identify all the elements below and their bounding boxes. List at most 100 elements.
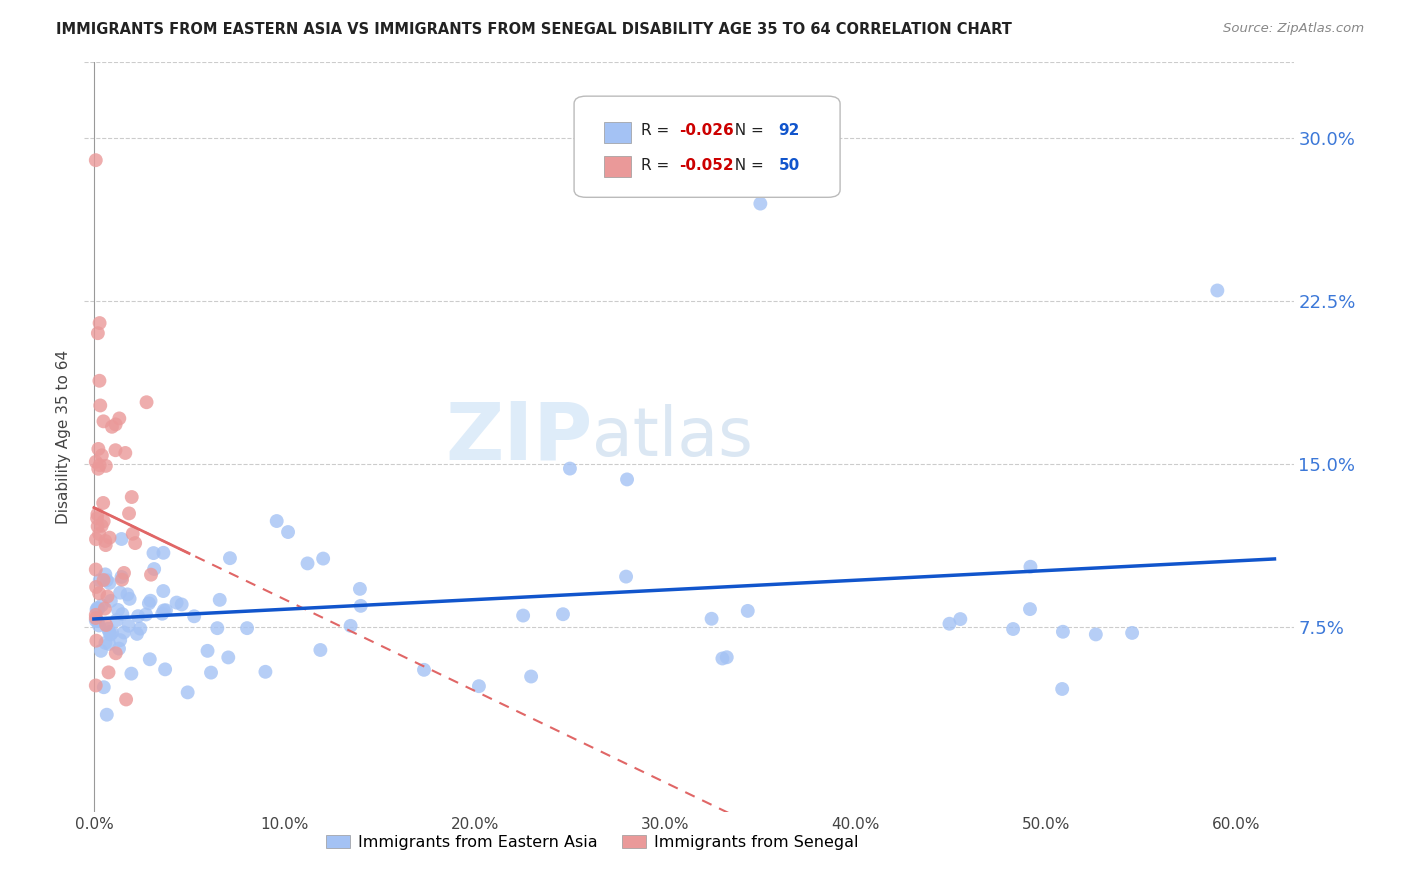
- Point: [84, 611, 107, 625]
- Point: [297, 557, 319, 571]
- Point: [124, 536, 146, 550]
- Text: N =: N =: [725, 123, 769, 138]
- Point: [87, 326, 110, 341]
- Point: [152, 584, 174, 599]
- Point: [700, 612, 723, 626]
- Point: [117, 587, 139, 601]
- Point: [349, 582, 371, 596]
- Point: [90, 644, 112, 658]
- Point: [97, 622, 120, 636]
- Text: IMMIGRANTS FROM EASTERN ASIA VS IMMIGRANTS FROM SENEGAL DISABILITY AGE 35 TO 64 : IMMIGRANTS FROM EASTERN ASIA VS IMMIGRAN…: [56, 22, 1012, 37]
- Point: [155, 603, 177, 617]
- Point: [219, 551, 242, 566]
- Point: [86, 519, 108, 533]
- Point: [108, 585, 131, 599]
- Point: [101, 419, 124, 434]
- FancyBboxPatch shape: [574, 96, 841, 197]
- Text: R =: R =: [641, 158, 673, 172]
- Point: [84, 580, 107, 594]
- Point: [125, 627, 148, 641]
- Point: [94, 601, 117, 615]
- Point: [107, 603, 129, 617]
- Point: [142, 546, 165, 560]
- Text: 92: 92: [779, 123, 800, 138]
- Point: [117, 619, 139, 633]
- Point: [89, 374, 111, 388]
- Legend: Immigrants from Eastern Asia, Immigrants from Senegal: Immigrants from Eastern Asia, Immigrants…: [319, 829, 865, 856]
- Point: [121, 490, 143, 504]
- Point: [111, 573, 134, 587]
- Point: [93, 680, 115, 694]
- Y-axis label: Disability Age 35 to 64: Disability Age 35 to 64: [56, 350, 72, 524]
- Point: [86, 633, 108, 648]
- Point: [183, 609, 205, 624]
- Text: R =: R =: [641, 123, 673, 138]
- Point: [512, 608, 534, 623]
- Point: [152, 546, 174, 560]
- Point: [112, 566, 135, 580]
- Point: [266, 514, 288, 528]
- Point: [1206, 284, 1229, 298]
- Point: [118, 591, 141, 606]
- FancyBboxPatch shape: [605, 121, 631, 143]
- Point: [551, 607, 574, 622]
- Point: [98, 531, 121, 545]
- Point: [614, 569, 637, 583]
- Point: [108, 641, 131, 656]
- Point: [89, 527, 111, 541]
- Point: [176, 685, 198, 699]
- Point: [711, 651, 734, 665]
- Point: [108, 633, 131, 648]
- Point: [114, 446, 136, 460]
- Point: [97, 665, 120, 680]
- Point: [100, 627, 122, 641]
- Point: [716, 650, 738, 665]
- Point: [153, 662, 176, 676]
- Point: [120, 666, 142, 681]
- Point: [150, 607, 173, 621]
- Point: [94, 567, 117, 582]
- Point: [1002, 622, 1025, 636]
- Point: [200, 665, 222, 680]
- Point: [938, 616, 960, 631]
- Point: [104, 417, 127, 432]
- Point: [197, 644, 219, 658]
- Point: [87, 618, 110, 632]
- Point: [86, 507, 108, 521]
- Point: [105, 613, 128, 627]
- Point: [89, 316, 111, 330]
- Point: [558, 461, 581, 475]
- Point: [1084, 627, 1107, 641]
- Point: [89, 399, 111, 413]
- Point: [87, 601, 110, 615]
- Point: [101, 625, 124, 640]
- Point: [87, 586, 110, 600]
- Point: [153, 603, 176, 617]
- Point: [1019, 602, 1042, 616]
- Point: [89, 574, 111, 588]
- Point: [84, 678, 107, 692]
- Point: [129, 622, 152, 636]
- Point: [170, 598, 193, 612]
- Point: [166, 596, 188, 610]
- Point: [94, 636, 117, 650]
- Point: [277, 524, 299, 539]
- Point: [93, 514, 115, 528]
- Point: [86, 602, 108, 616]
- Point: [94, 458, 117, 473]
- Point: [135, 395, 157, 409]
- Point: [217, 650, 239, 665]
- Point: [121, 526, 143, 541]
- Point: [90, 448, 112, 462]
- Point: [1019, 559, 1042, 574]
- Text: -0.052: -0.052: [679, 158, 734, 172]
- Text: -0.026: -0.026: [679, 123, 734, 138]
- Point: [94, 533, 117, 548]
- Point: [84, 532, 107, 546]
- Point: [96, 707, 118, 722]
- Point: [127, 609, 149, 624]
- Point: [350, 599, 373, 613]
- Point: [84, 607, 107, 622]
- Text: 50: 50: [779, 158, 800, 172]
- Point: [86, 614, 108, 628]
